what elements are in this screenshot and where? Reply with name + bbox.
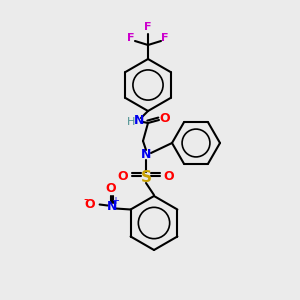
Text: F: F (144, 22, 152, 32)
Text: O: O (164, 170, 174, 184)
Text: N: N (106, 200, 117, 213)
Text: S: S (140, 169, 152, 184)
Text: H: H (127, 117, 135, 127)
Text: +: + (111, 196, 119, 206)
Text: O: O (105, 182, 116, 195)
Text: F: F (161, 33, 169, 43)
Text: N: N (134, 115, 144, 128)
Text: O: O (84, 198, 95, 211)
Text: O: O (160, 112, 170, 124)
Text: N: N (141, 148, 151, 161)
Text: F: F (127, 33, 135, 43)
Text: O: O (118, 170, 128, 184)
Text: -: - (83, 193, 88, 206)
